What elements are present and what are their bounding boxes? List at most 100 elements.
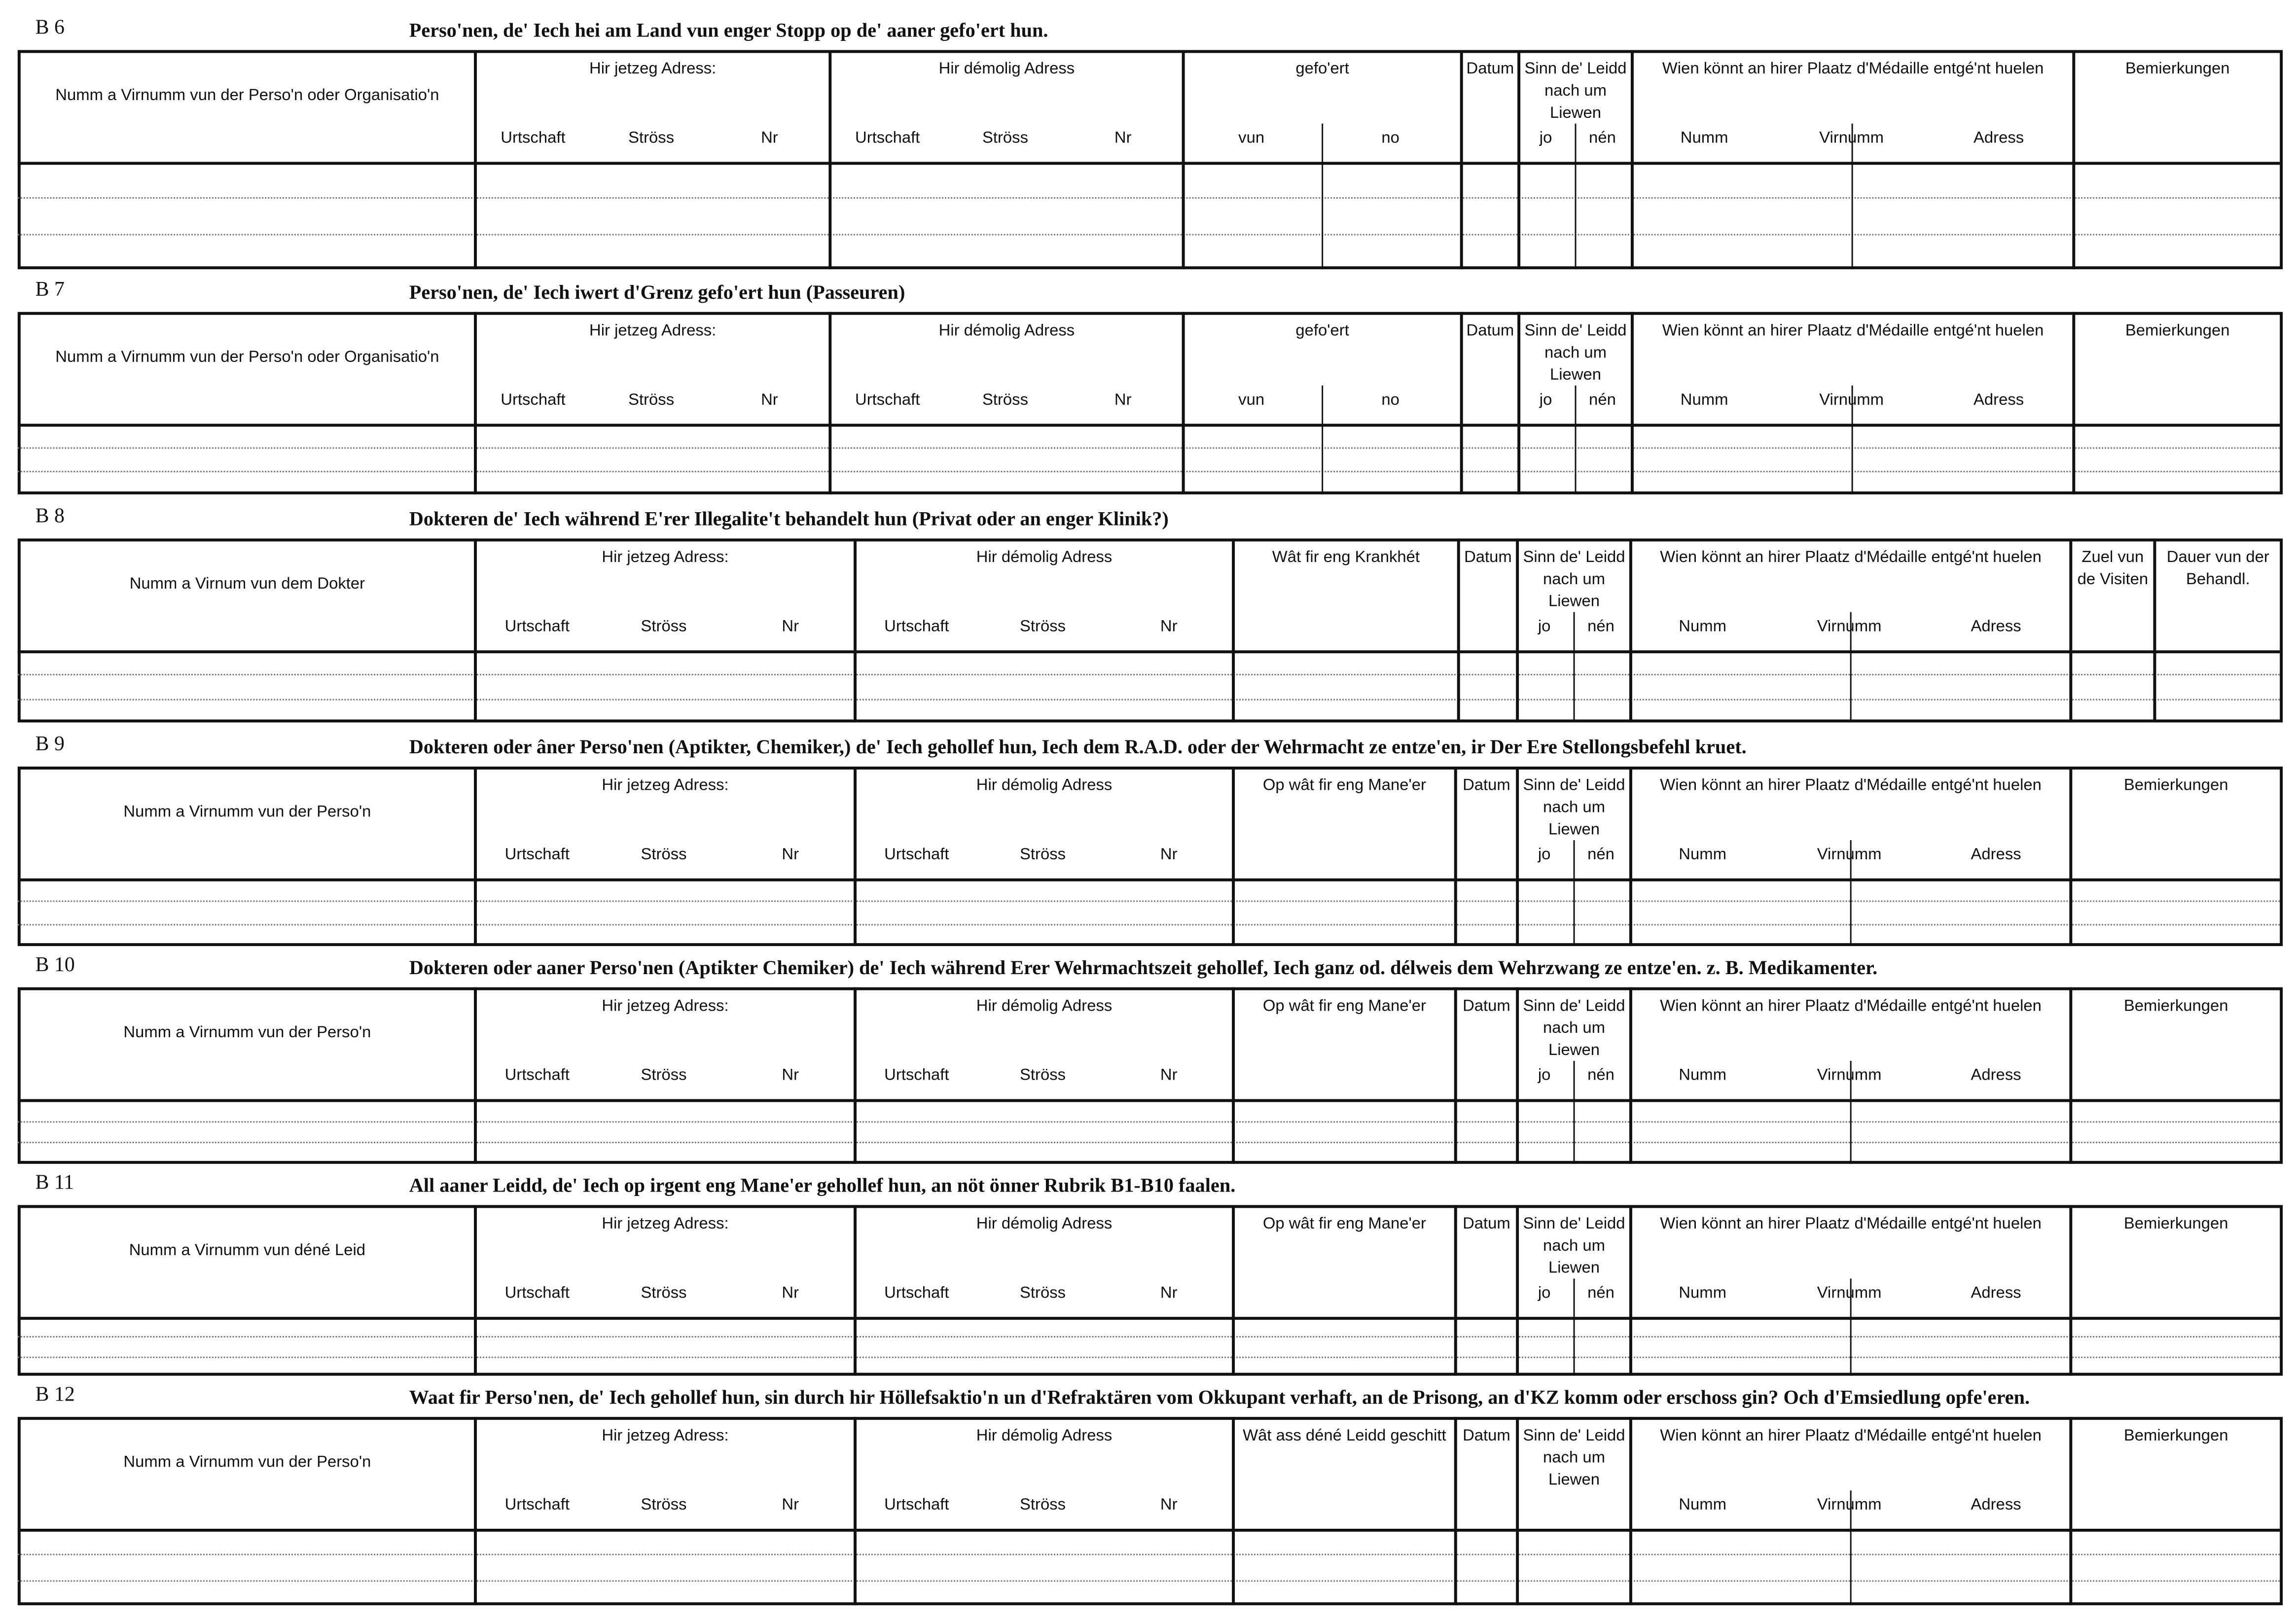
dotted-row-line — [17, 471, 2280, 473]
column-divider — [1516, 538, 1519, 723]
column-subheader: Ströss — [641, 1284, 687, 1302]
column-subheader: Urtschaft — [504, 1284, 570, 1302]
table-border — [17, 1417, 2283, 1606]
column-subheader: Nr — [782, 1066, 799, 1085]
column-header: Wât ass déné Leidd geschitt — [1243, 1427, 1446, 1445]
column-subheader: Urtschaft — [884, 1496, 949, 1514]
column-divider — [1460, 312, 1463, 494]
section-code: B 11 — [35, 1172, 74, 1195]
header-rule — [17, 1099, 2280, 1102]
column-subheader: Nr — [782, 1284, 799, 1302]
column-subheader: nén — [1589, 391, 1616, 409]
column-subheader: Urtschaft — [501, 391, 566, 409]
sub-divider — [1849, 1060, 1851, 1164]
column-subheader: Adress — [1971, 1284, 2021, 1302]
column-divider — [828, 312, 832, 494]
column-divider — [2069, 987, 2073, 1164]
column-divider — [474, 766, 477, 947]
column-divider — [1232, 1205, 1235, 1376]
header-rule — [17, 1528, 2280, 1532]
column-divider — [854, 1205, 857, 1376]
column-subheader: Urtschaft — [855, 391, 920, 409]
column-divider — [1454, 987, 1457, 1164]
column-header: Sinn de' Leidd nach um Liewen — [1524, 322, 1627, 384]
column-divider — [1629, 1417, 1632, 1606]
column-subheader: Virnumm — [1776, 618, 1922, 636]
column-subheader: Numm — [1679, 1496, 1726, 1514]
dotted-row-line — [17, 1580, 2280, 1581]
column-subheader: Virnumm — [1776, 846, 1922, 864]
sub-divider — [1849, 840, 1851, 947]
column-header: Sinn de' Leidd nach um Liewen — [1524, 60, 1627, 122]
column-subheader: Numm — [1679, 1066, 1726, 1085]
column-divider — [1454, 1417, 1457, 1606]
column-subheader: Urtschaft — [501, 129, 566, 147]
column-header: Sinn de' Leidd nach um Liewen — [1523, 1427, 1625, 1489]
column-header: Numm a Virnumm vun der Perso'n — [123, 1024, 371, 1042]
section-title: Dokteren oder aaner Perso'nen (Aptikter … — [409, 956, 1878, 979]
column-subheader: no — [1381, 391, 1399, 409]
column-header: Bemierkungen — [2123, 997, 2228, 1016]
column-header: gefo'ert — [1295, 60, 1349, 78]
column-header: Hir démolig Adress — [938, 322, 1075, 340]
column-divider — [2069, 1417, 2073, 1606]
column-divider — [1629, 538, 1632, 723]
column-divider — [854, 538, 857, 723]
column-subheader: Urtschaft — [504, 1496, 570, 1514]
sub-divider — [1574, 385, 1576, 494]
column-header: Datum — [1466, 60, 1514, 78]
header-rule — [17, 162, 2280, 165]
column-subheader: Ströss — [641, 618, 687, 636]
column-divider — [854, 766, 857, 947]
column-divider — [1516, 987, 1519, 1164]
column-header: Hir démolig Adress — [976, 1215, 1112, 1233]
column-subheader: Nr — [1114, 391, 1132, 409]
column-header: Bemierkungen — [2123, 776, 2228, 795]
column-subheader: jo — [1538, 846, 1551, 864]
column-divider — [1232, 538, 1235, 723]
column-header: Sinn de' Leidd nach um Liewen — [1523, 776, 1625, 839]
column-subheader: Ströss — [1020, 846, 1066, 864]
table-border — [17, 312, 2283, 494]
column-subheader: Ströss — [982, 129, 1029, 147]
column-divider — [1232, 987, 1235, 1164]
column-header: Hir démolig Adress — [976, 1427, 1112, 1445]
column-divider — [1630, 50, 1634, 270]
column-divider — [854, 1417, 857, 1606]
dotted-row-line — [17, 233, 2280, 235]
section-code: B 12 — [35, 1384, 75, 1407]
dotted-row-line — [17, 698, 2280, 700]
column-header: Datum — [1463, 1427, 1510, 1445]
section-code: B 10 — [35, 955, 75, 977]
column-header: Numm a Virnumm vun der Perso'n oder Orga… — [55, 87, 439, 105]
column-header: Hir démolig Adress — [976, 776, 1112, 795]
sub-divider — [1849, 1490, 1851, 1606]
column-divider — [2069, 538, 2073, 723]
dotted-row-line — [17, 901, 2280, 903]
column-header: Wien könnt an hirer Plaatz d'Médaille en… — [1662, 60, 2044, 78]
sub-divider — [1321, 385, 1323, 494]
column-header: Hir jetzeg Adress: — [589, 322, 717, 340]
sub-divider — [1573, 840, 1575, 947]
column-subheader: Numm — [1680, 391, 1728, 409]
column-header: Hir jetzeg Adress: — [602, 1427, 729, 1445]
column-subheader: nén — [1587, 618, 1614, 636]
sub-divider — [1321, 123, 1323, 270]
column-subheader: Ströss — [628, 391, 675, 409]
column-subheader: Ströss — [641, 1066, 687, 1085]
column-header: Bemierkungen — [2125, 60, 2230, 78]
column-divider — [2069, 766, 2073, 947]
column-subheader: Adress — [1971, 1496, 2021, 1514]
column-subheader: Urtschaft — [855, 129, 920, 147]
column-subheader: Urtschaft — [884, 1284, 949, 1302]
column-header: Numm a Virnumm vun der Perso'n — [123, 803, 371, 821]
column-header: Hir jetzeg Adress: — [602, 1215, 729, 1233]
column-subheader: Ströss — [641, 846, 687, 864]
column-subheader: Nr — [1160, 1066, 1178, 1085]
column-header: Numm a Virnumm vun der Perso'n — [123, 1453, 371, 1472]
column-subheader: no — [1381, 129, 1399, 147]
column-subheader: Nr — [1160, 846, 1178, 864]
column-subheader: vun — [1238, 129, 1265, 147]
column-divider — [828, 50, 832, 270]
column-header: Wien könnt an hirer Plaatz d'Médaille en… — [1662, 322, 2044, 340]
